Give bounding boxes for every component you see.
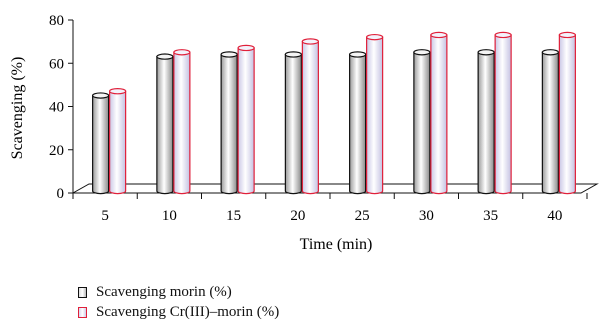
y-tick-label: 20 xyxy=(49,143,64,159)
bar-body xyxy=(494,34,512,195)
bar-top xyxy=(558,31,576,39)
bar-top xyxy=(477,49,495,56)
bar-top xyxy=(237,44,255,52)
bar-top xyxy=(220,51,238,58)
legend-swatch-cr-morin-icon xyxy=(78,306,87,318)
bar-morin-20 xyxy=(284,51,302,195)
bar-top xyxy=(430,31,448,39)
bar-body xyxy=(413,51,431,195)
bar-body xyxy=(558,34,576,195)
axes xyxy=(68,19,599,199)
bar-morin-30 xyxy=(413,49,431,195)
bar-cr-morin-30 xyxy=(430,31,448,195)
bar-body xyxy=(109,90,127,195)
bar-body xyxy=(430,34,448,195)
bar-top xyxy=(366,33,384,41)
legend: Scavenging morin (%) Scavenging Cr(III)–… xyxy=(78,282,279,322)
bar-morin-5 xyxy=(92,92,110,195)
legend-label-morin: Scavenging morin (%) xyxy=(96,284,232,300)
bar-top xyxy=(494,31,512,39)
bar-top xyxy=(109,87,127,95)
bar-cr-morin-10 xyxy=(173,49,191,195)
bar-top xyxy=(173,49,191,56)
bar-top xyxy=(156,53,174,60)
bar-morin-10 xyxy=(156,53,174,195)
x-tick-label: 40 xyxy=(547,208,562,224)
bar-cr-morin-5 xyxy=(109,87,127,195)
x-tick-label: 10 xyxy=(162,208,177,224)
bar-top xyxy=(92,92,110,99)
bar-top xyxy=(541,49,559,56)
bar-body xyxy=(541,51,559,195)
x-tick-label: 5 xyxy=(101,208,109,224)
x-tick-label: 35 xyxy=(483,208,498,224)
bar-body xyxy=(301,40,319,195)
bar-body xyxy=(366,36,384,195)
x-axis-title: Time (min) xyxy=(300,236,373,253)
bar-cr-morin-40 xyxy=(558,31,576,195)
bar-body xyxy=(220,53,238,195)
legend-item-cr-morin: Scavenging Cr(III)–morin (%) xyxy=(78,302,279,322)
bar-top xyxy=(413,49,431,56)
bar-body xyxy=(237,47,255,195)
bar-cr-morin-35 xyxy=(494,31,512,195)
bar-morin-15 xyxy=(220,51,238,195)
tick-labels: 0 20 40 60 80 5 10 15 20 25 30 35 40 xyxy=(49,13,562,224)
legend-item-morin: Scavenging morin (%) xyxy=(78,282,279,302)
bar-body xyxy=(173,51,191,195)
bar-body xyxy=(156,56,174,195)
x-tick-label: 30 xyxy=(419,208,434,224)
bar-morin-40 xyxy=(541,49,559,195)
bar-cr-morin-15 xyxy=(237,44,255,195)
bar-body xyxy=(477,51,495,195)
x-tick-label: 20 xyxy=(290,208,305,224)
bar-body xyxy=(92,94,110,195)
y-tick-label: 60 xyxy=(49,56,64,72)
bar-cr-morin-25 xyxy=(366,33,384,195)
y-axis-title: Scavenging (%) xyxy=(9,57,26,160)
y-tick-label: 80 xyxy=(49,13,64,29)
bars xyxy=(92,31,576,195)
bar-body xyxy=(349,53,367,195)
bar-body xyxy=(284,53,302,195)
chart-floor xyxy=(71,183,599,194)
bar-top xyxy=(301,38,319,45)
bar-morin-35 xyxy=(477,49,495,195)
x-tick-label: 15 xyxy=(226,208,241,224)
x-tick-label: 25 xyxy=(355,208,370,224)
y-tick-label: 0 xyxy=(57,186,65,202)
bar-top xyxy=(349,51,367,58)
bar-cr-morin-20 xyxy=(301,38,319,195)
bar-top xyxy=(284,51,302,58)
y-tick-label: 40 xyxy=(49,100,64,116)
legend-swatch-morin-icon xyxy=(78,286,87,298)
legend-label-cr-morin: Scavenging Cr(III)–morin (%) xyxy=(96,304,280,320)
bar-morin-25 xyxy=(349,51,367,195)
